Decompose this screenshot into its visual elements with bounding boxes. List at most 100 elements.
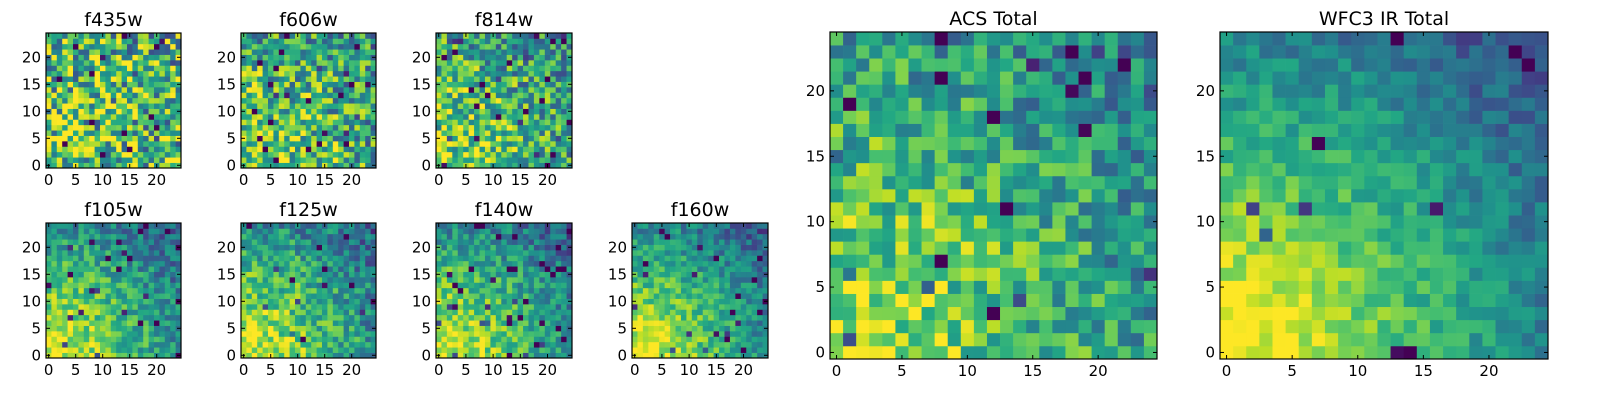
heatmap-cell	[83, 298, 90, 305]
heatmap-cell	[653, 336, 660, 343]
heatmap-cell	[664, 341, 671, 348]
heatmap-cell	[246, 162, 253, 169]
heatmap-cell	[856, 267, 870, 281]
heatmap-cell	[495, 130, 502, 136]
heatmap-cell	[670, 287, 676, 294]
heatmap-cell	[446, 266, 453, 272]
heatmap-cell	[338, 146, 344, 153]
heatmap-cell	[359, 331, 366, 337]
heatmap-cell	[354, 309, 361, 316]
heatmap-cell	[517, 298, 524, 305]
heatmap-cell	[457, 33, 464, 39]
heatmap-cell	[105, 141, 112, 147]
heatmap-cell	[637, 239, 644, 245]
heatmap-cell	[533, 146, 540, 153]
heatmap-cell	[67, 271, 74, 278]
heatmap-cell	[354, 119, 361, 126]
heatmap-cell	[463, 255, 469, 262]
heatmap-cell	[170, 228, 176, 235]
heatmap-cell	[740, 347, 747, 353]
heatmap-cell	[544, 141, 551, 147]
heatmap-cell	[327, 260, 334, 267]
heatmap-cell	[675, 228, 682, 235]
heatmap-cell	[490, 135, 497, 142]
heatmap-cell	[289, 277, 296, 283]
heatmap-cell	[528, 87, 535, 93]
heatmap-cell	[637, 325, 644, 332]
heatmap-cell	[648, 244, 655, 251]
heatmap-cell	[539, 103, 546, 109]
heatmap-cell	[517, 325, 524, 332]
heatmap-cell	[137, 124, 144, 131]
heatmap-cell	[468, 76, 475, 82]
heatmap-cell	[289, 146, 296, 153]
heatmap-cell	[246, 304, 253, 310]
heatmap-cell	[735, 233, 742, 240]
heatmap-cell	[370, 97, 377, 104]
heatmap-cell	[295, 146, 301, 153]
heatmap-cell	[1130, 241, 1145, 255]
heatmap-cell	[116, 266, 122, 272]
heatmap-cell	[127, 260, 133, 267]
heatmap-cell	[305, 282, 312, 289]
heatmap-cell	[365, 135, 371, 142]
heatmap-cell	[262, 54, 269, 61]
heatmap-cell	[284, 97, 290, 104]
heatmap-cell	[284, 309, 290, 316]
heatmap-cell	[257, 124, 263, 131]
heatmap-cell	[343, 244, 350, 251]
heatmap-cell	[78, 151, 85, 158]
heatmap-cell	[257, 341, 263, 348]
heatmap-cell	[322, 314, 328, 321]
heatmap-cell	[512, 233, 518, 240]
heatmap-cell	[284, 244, 290, 251]
heatmap-cell	[555, 266, 562, 272]
heatmap-cell	[56, 271, 63, 278]
heatmap-cell	[468, 298, 475, 305]
heatmap-cell	[697, 314, 704, 321]
heatmap-cell	[441, 81, 448, 88]
heatmap-cell	[354, 293, 361, 299]
heatmap-cell	[159, 244, 166, 251]
heatmap-cell	[343, 314, 350, 321]
heatmap-cell	[164, 244, 171, 251]
heatmap-cell	[262, 282, 269, 289]
heatmap-cell	[73, 260, 79, 267]
heatmap-cell	[869, 254, 883, 268]
heatmap-cell	[284, 250, 290, 256]
heatmap-cell	[436, 146, 442, 153]
heatmap-cell	[89, 298, 95, 305]
heatmap-cell	[154, 309, 160, 316]
heatmap-cell	[986, 162, 1001, 177]
heatmap-cell	[555, 108, 562, 115]
heatmap-cell	[468, 244, 475, 251]
heatmap-cell	[436, 114, 442, 120]
heatmap-cell	[675, 223, 682, 229]
heatmap-cell	[495, 314, 502, 321]
heatmap-cell	[457, 304, 464, 310]
heatmap-cell	[246, 157, 253, 163]
heatmap-cell	[343, 54, 350, 61]
heatmap-cell	[56, 81, 63, 88]
heatmap-cell	[960, 162, 975, 177]
heatmap-cell	[284, 341, 290, 348]
heatmap-cell	[268, 228, 274, 235]
heatmap-cell	[349, 87, 355, 93]
heatmap-cell	[463, 87, 469, 93]
heatmap-cell	[757, 331, 763, 337]
heatmap-cell	[895, 332, 909, 347]
heatmap-cell	[973, 293, 988, 308]
heatmap-cell	[284, 331, 290, 337]
heatmap-cell	[105, 49, 112, 55]
heatmap-cell	[566, 43, 573, 50]
heatmap-cell	[278, 244, 285, 251]
heatmap-cell	[251, 92, 258, 99]
heatmap-cell	[484, 49, 491, 55]
heatmap-cell	[56, 325, 63, 332]
heatmap-cell	[490, 260, 497, 267]
heatmap-cell	[452, 146, 459, 153]
heatmap-cell	[729, 341, 736, 348]
heatmap-cell	[512, 260, 518, 267]
heatmap-cell	[332, 325, 339, 332]
heatmap-cell	[62, 336, 68, 343]
